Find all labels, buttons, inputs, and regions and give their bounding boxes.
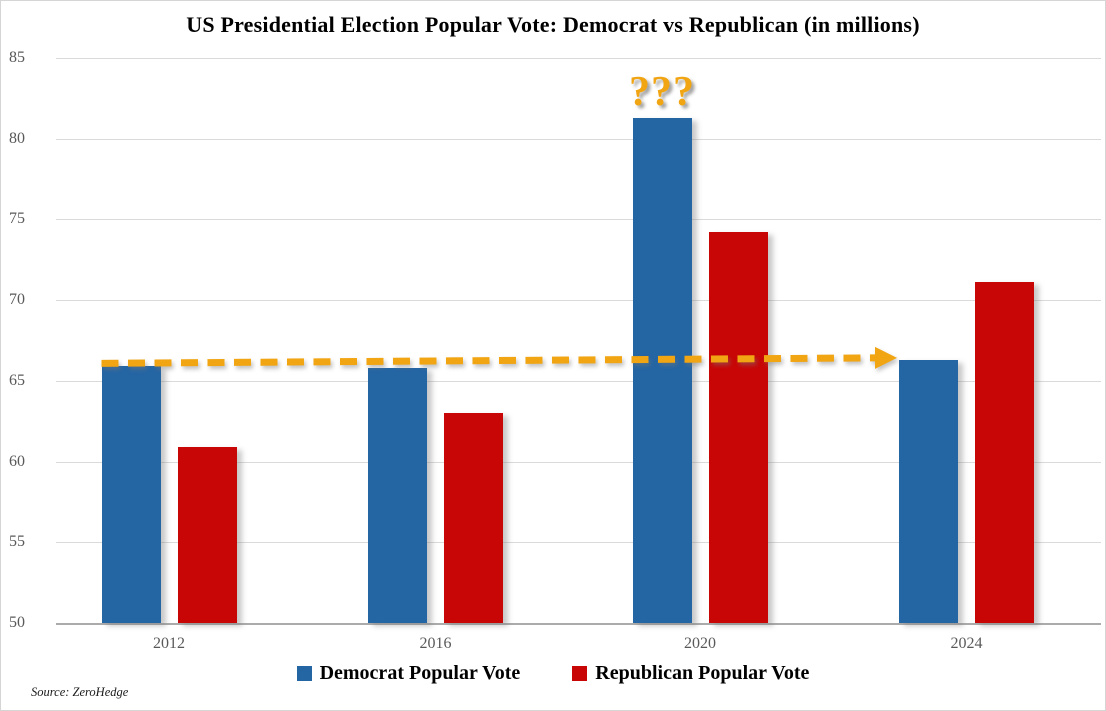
bar-republican-2020 (708, 232, 768, 623)
ytick-label-80: 80 (9, 129, 25, 147)
arrow-head (875, 346, 897, 369)
ytick-label-70: 70 (9, 291, 25, 309)
source-note: Source: ZeroHedge (31, 685, 129, 699)
ytick-label-85: 85 (9, 49, 25, 66)
ytick-label-65: 65 (9, 371, 25, 389)
gridline-70 (56, 300, 1101, 302)
gridline-80 (56, 138, 1101, 140)
chart-title: US Presidential Election Popular Vote: D… (186, 12, 920, 37)
xtick-label-2016: 2016 (419, 635, 452, 652)
ytick-label-60: 60 (9, 452, 25, 470)
bar-democrat-2012 (101, 366, 161, 623)
legend-swatch-republican (572, 666, 588, 681)
gridline-85 (56, 58, 1101, 59)
bar-republican-2024 (975, 282, 1034, 623)
gridline-60 (56, 461, 1101, 463)
gridline-55 (56, 542, 1101, 544)
bar-republican-2016 (444, 413, 503, 623)
legend-item-republican: Republican Popular Vote (572, 662, 809, 685)
ytick-label-75: 75 (9, 210, 25, 228)
xtick-label-2020: 2020 (684, 635, 716, 652)
ytick-label-50: 50 (9, 614, 25, 631)
bar-democrat-2020 (632, 117, 692, 623)
legend-label-republican: Republican Popular Vote (595, 662, 810, 684)
ytick-label-55: 55 (9, 533, 25, 551)
bar-democrat-2024 (899, 359, 958, 623)
bar-republican-2012 (177, 447, 237, 623)
xtick-label-2012: 2012 (153, 635, 185, 652)
legend-item-democrat: Democrat Popular Vote (296, 662, 521, 685)
xtick-label-2024: 2024 (950, 635, 983, 652)
question-marks-annotation: ??? (629, 68, 695, 115)
gridline-75 (56, 219, 1101, 221)
gridline-65 (56, 380, 1101, 382)
x-axis-line (56, 623, 1101, 625)
bar-democrat-2016 (368, 367, 427, 623)
legend-label-democrat: Democrat Popular Vote (319, 662, 521, 684)
legend-swatch-democrat (296, 666, 312, 681)
legend: Democrat Popular Vote Republican Popular … (1, 662, 1105, 685)
